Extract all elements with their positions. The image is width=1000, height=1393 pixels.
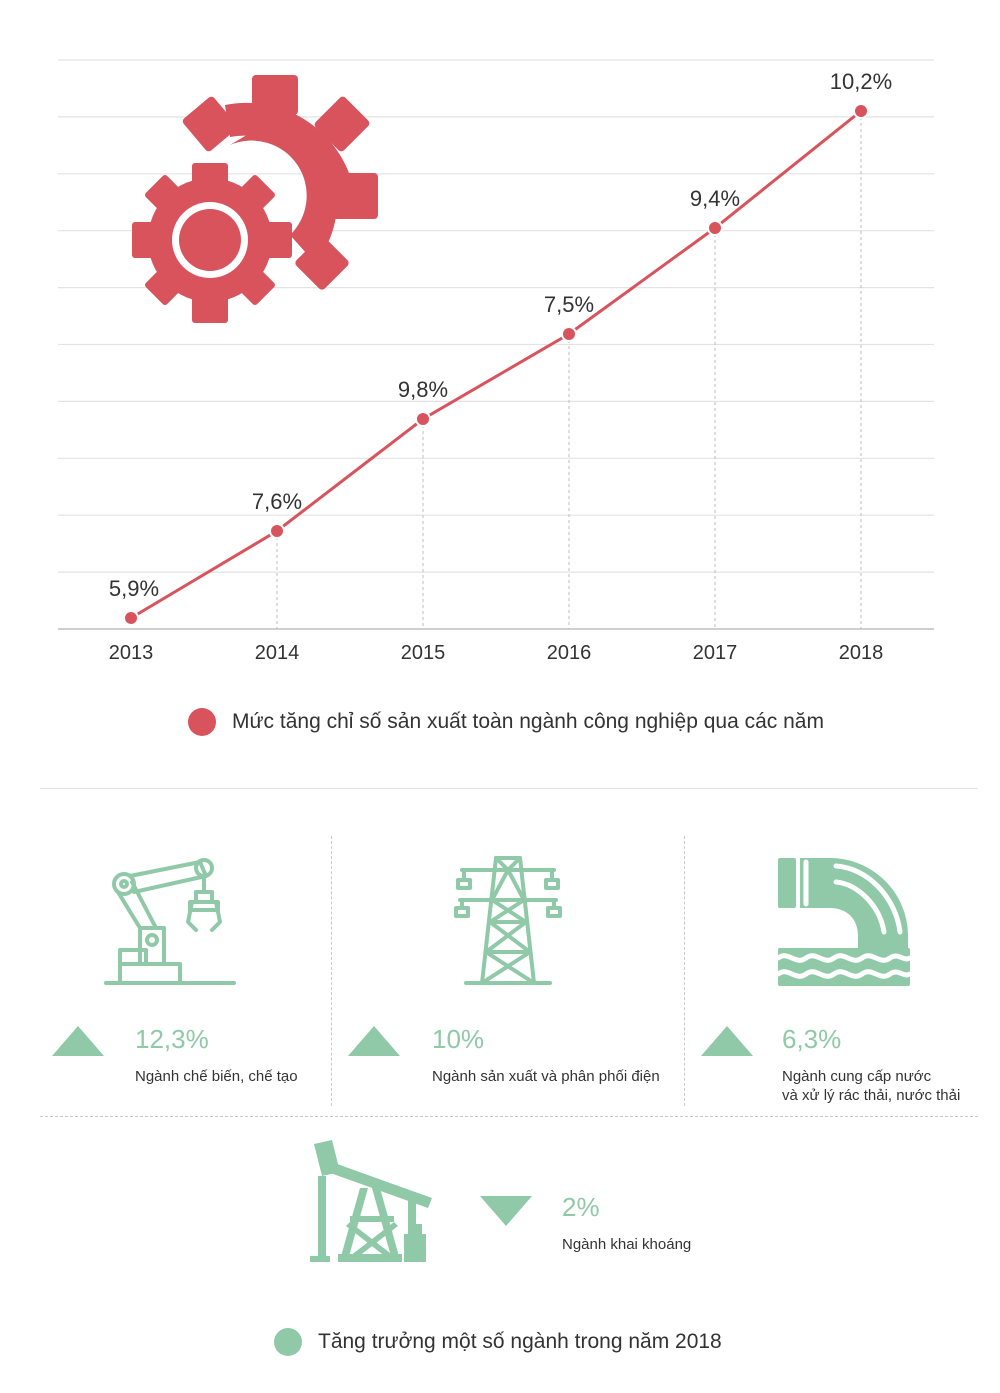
x-tick-label: 2013 (109, 642, 154, 664)
chart-series-line (130, 109, 862, 620)
sector-label: Ngành cung cấp nước và xử lý rác thải, n… (782, 1067, 960, 1105)
x-tick-label: 2018 (839, 642, 884, 664)
sector-label: Ngành chế biến, chế tạo (135, 1068, 298, 1085)
chart-x-ticks: 2013 2014 2015 2016 2017 2018 (109, 642, 884, 664)
triangle-up-icon (52, 1026, 104, 1056)
x-tick-label: 2017 (693, 642, 738, 664)
x-tick-label: 2014 (255, 642, 300, 664)
data-point (561, 326, 577, 342)
sector-value: 12,3% (135, 1024, 209, 1054)
sectors-legend: Tăng trưởng một số ngành trong năm 2018 (274, 1328, 722, 1356)
data-label: 7,6% (252, 489, 302, 514)
legend-label: Mức tăng chỉ số sản xuất toàn ngành công… (232, 710, 824, 733)
chart-drop-lines (276, 111, 862, 629)
data-point (123, 610, 139, 626)
triangle-up-icon (701, 1026, 753, 1056)
x-tick-label: 2016 (547, 642, 592, 664)
data-label: 7,5% (544, 292, 594, 317)
triangle-down-icon (480, 1196, 532, 1226)
chart-data-labels: 5,9% 7,6% 9,8% 7,5% 9,4% 10,2% (109, 69, 892, 601)
sector-value: 6,3% (782, 1024, 842, 1054)
data-label: 9,8% (398, 377, 448, 402)
legend-marker (274, 1328, 302, 1356)
section-divider (40, 788, 978, 789)
legend-marker (188, 708, 216, 736)
sector-label: Ngành khai khoáng (562, 1236, 692, 1253)
data-point (707, 220, 723, 236)
data-label: 10,2% (830, 69, 892, 94)
chart-legend: Mức tăng chỉ số sản xuất toàn ngành công… (188, 708, 824, 736)
legend-label: Tăng trưởng một số ngành trong năm 2018 (318, 1330, 722, 1353)
sector-value: 2% (562, 1192, 600, 1222)
sector-label-line: và xử lý rác thải, nước thải (782, 1087, 961, 1104)
data-label: 9,4% (690, 186, 740, 211)
sector-value: 10% (432, 1024, 485, 1054)
x-tick-label: 2015 (401, 642, 446, 664)
section-divider (40, 1116, 978, 1117)
sector-label-line: Ngành cung cấp nước (782, 1068, 932, 1085)
column-divider (684, 836, 685, 1106)
chart-points (123, 103, 869, 626)
robotic-arm-icon (104, 858, 236, 985)
data-point (853, 103, 869, 119)
line-chart: 5,9%7,6%9,8%7,5%9,4%10,2% 2013 2014 2015 20… (58, 59, 934, 664)
column-divider (331, 836, 332, 1106)
gears-icon (132, 75, 378, 323)
data-label: 5,9% (109, 576, 159, 601)
oil-pump-icon (310, 1140, 432, 1262)
power-tower-icon (454, 856, 562, 985)
series-line (130, 109, 862, 620)
sector-label: Ngành sản xuất và phân phối điện (432, 1068, 660, 1085)
triangle-up-icon (348, 1026, 400, 1056)
data-point (269, 523, 285, 539)
sewage-pipe-icon (776, 858, 912, 986)
data-point (415, 411, 431, 427)
